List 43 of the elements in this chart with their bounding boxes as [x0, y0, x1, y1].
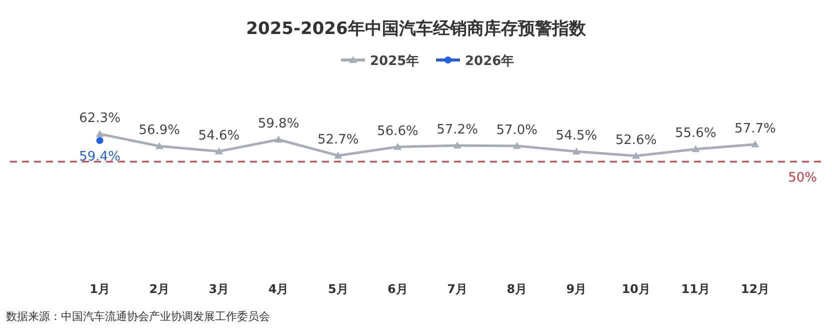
x-tick-label: 8月: [506, 282, 528, 296]
x-tick-label: 1月: [90, 282, 110, 296]
point: [751, 140, 760, 148]
data-label: 54.5%: [556, 128, 598, 144]
data-label: 54.6%: [198, 128, 240, 144]
source-note: 数据来源：中国汽车流通协会产业协调发展工作委员会: [6, 310, 270, 323]
data-label: 52.7%: [317, 132, 359, 148]
x-tick-label: 3月: [208, 282, 230, 296]
x-tick-label: 2月: [149, 282, 170, 296]
data-label: 57.0%: [496, 122, 538, 138]
x-tick-label: 4月: [268, 282, 289, 296]
chart-title: 2025-2026年中国汽车经销商库存预警指数: [246, 19, 587, 39]
point: [453, 141, 462, 148]
point: [632, 152, 640, 159]
point: [214, 147, 223, 154]
x-tick-label: 10月: [622, 282, 650, 296]
point: [394, 142, 402, 150]
data-label: 56.9%: [138, 123, 180, 138]
point: [692, 145, 700, 152]
x-tick-label: 11月: [681, 282, 710, 296]
ref-line-label: 50%: [788, 170, 817, 186]
data-label: 59.8%: [258, 116, 300, 132]
point: [96, 137, 104, 144]
point: [274, 136, 283, 143]
x-tick-label: 7月: [447, 282, 468, 296]
data-label: 57.2%: [436, 122, 478, 138]
x-tick-label: 9月: [566, 282, 587, 296]
point: [334, 152, 342, 159]
data-label: 56.6%: [377, 124, 418, 139]
point: [572, 148, 580, 155]
data-label: 57.7%: [734, 121, 776, 136]
legend-label: 2025年: [370, 54, 420, 69]
x-tick-label: 6月: [388, 282, 408, 296]
data-label: 55.6%: [674, 126, 716, 142]
point: [96, 130, 104, 137]
data-label: 59.4%: [79, 150, 120, 165]
x-tick-label: 12月: [740, 282, 770, 296]
legend-label: 2026年: [465, 54, 514, 69]
point: [155, 142, 164, 150]
x-tick-label: 5月: [328, 282, 348, 296]
point: [512, 142, 521, 149]
data-label: 62.3%: [79, 111, 120, 126]
data-label: 52.6%: [615, 132, 657, 148]
